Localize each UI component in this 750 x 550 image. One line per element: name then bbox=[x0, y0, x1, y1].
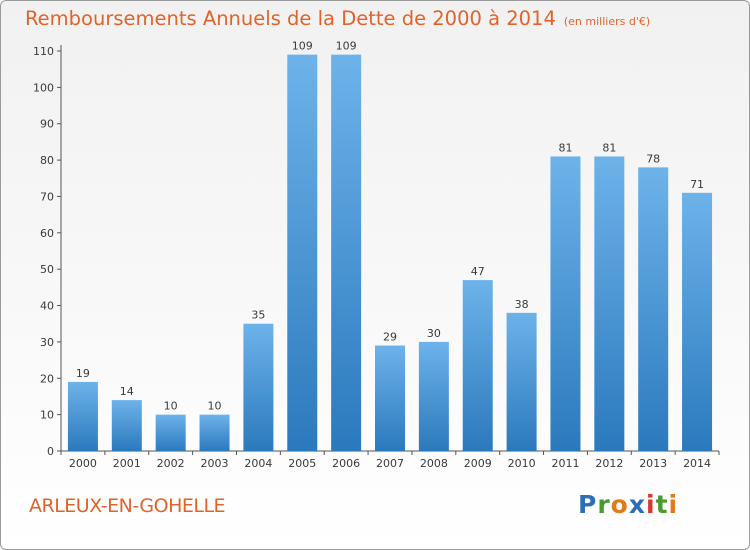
bar-2011 bbox=[550, 156, 581, 452]
data-label-2002: 10 bbox=[164, 400, 178, 413]
data-label-2013: 78 bbox=[646, 152, 660, 165]
x-tick-label: 2012 bbox=[595, 457, 623, 470]
chart-title-main: Remboursements Annuels de la Dette de 20… bbox=[25, 7, 556, 30]
y-tick-label: 100 bbox=[33, 81, 54, 94]
chart-title: Remboursements Annuels de la Dette de 20… bbox=[25, 7, 650, 30]
y-tick-label: 0 bbox=[47, 445, 54, 458]
logo-letter: i bbox=[668, 490, 679, 519]
bar-2012 bbox=[594, 156, 625, 452]
y-tick-label: 80 bbox=[40, 154, 54, 167]
logo-letter: i bbox=[646, 490, 656, 519]
y-tick-label: 20 bbox=[40, 372, 54, 385]
data-label-2014: 71 bbox=[690, 178, 704, 191]
data-label-2005: 109 bbox=[292, 40, 313, 53]
bar-2006 bbox=[331, 54, 362, 452]
data-label-2009: 47 bbox=[471, 265, 485, 278]
x-tick-label: 2014 bbox=[683, 457, 711, 470]
y-tick-label: 10 bbox=[40, 409, 54, 422]
x-tick-label: 2003 bbox=[201, 457, 229, 470]
x-tick-label: 2008 bbox=[420, 457, 448, 470]
bar-2014 bbox=[682, 192, 713, 451]
bar-2010 bbox=[506, 312, 537, 451]
chart-subtitle: (en milliers d'€) bbox=[563, 15, 651, 28]
logo-letter: P bbox=[578, 490, 598, 519]
x-tick-label: 2009 bbox=[464, 457, 492, 470]
logo-letter: o bbox=[610, 490, 629, 519]
bar-2008 bbox=[418, 341, 449, 451]
data-label-2008: 30 bbox=[427, 327, 441, 340]
x-tick-label: 2006 bbox=[332, 457, 360, 470]
bar-2004 bbox=[243, 323, 274, 451]
commune-name: ARLEUX-EN-GOHELLE bbox=[29, 495, 226, 517]
x-tick-label: 2013 bbox=[639, 457, 667, 470]
data-label-2012: 81 bbox=[602, 141, 616, 154]
data-label-2001: 14 bbox=[120, 385, 134, 398]
data-label-2011: 81 bbox=[558, 141, 572, 154]
y-tick-label: 70 bbox=[40, 190, 54, 203]
logo-letter: x bbox=[628, 490, 646, 519]
y-tick-label: 50 bbox=[40, 263, 54, 276]
x-tick-label: 2004 bbox=[244, 457, 272, 470]
data-label-2007: 29 bbox=[383, 331, 397, 344]
x-tick-label: 2002 bbox=[157, 457, 185, 470]
x-tick-label: 2007 bbox=[376, 457, 404, 470]
logo-letter: r bbox=[597, 490, 611, 519]
bar-2005 bbox=[287, 54, 318, 452]
x-tick-label: 2011 bbox=[551, 457, 579, 470]
x-tick-label: 2005 bbox=[288, 457, 316, 470]
y-tick-label: 40 bbox=[40, 300, 54, 313]
data-label-2000: 19 bbox=[76, 367, 90, 380]
x-tick-label: 2000 bbox=[69, 457, 97, 470]
proxiti-logo[interactable]: Proxiti bbox=[578, 490, 678, 519]
bar-2000 bbox=[67, 381, 98, 451]
y-tick-label: 60 bbox=[40, 227, 54, 240]
logo-letter: t bbox=[655, 490, 669, 519]
x-tick-label: 2010 bbox=[508, 457, 536, 470]
y-tick-label: 110 bbox=[33, 45, 54, 58]
y-tick-label: 90 bbox=[40, 118, 54, 131]
data-label-2004: 35 bbox=[251, 309, 265, 322]
x-tick-label: 2001 bbox=[113, 457, 141, 470]
bar-2002 bbox=[155, 414, 186, 451]
bar-2003 bbox=[199, 414, 230, 451]
y-tick-label: 30 bbox=[40, 336, 54, 349]
data-label-2006: 109 bbox=[336, 40, 357, 53]
bar-2001 bbox=[111, 400, 142, 451]
bar-2009 bbox=[462, 280, 493, 451]
data-label-2003: 10 bbox=[208, 400, 222, 413]
bar-2013 bbox=[638, 167, 669, 451]
bar-2007 bbox=[375, 345, 405, 451]
data-label-2010: 38 bbox=[515, 298, 529, 311]
